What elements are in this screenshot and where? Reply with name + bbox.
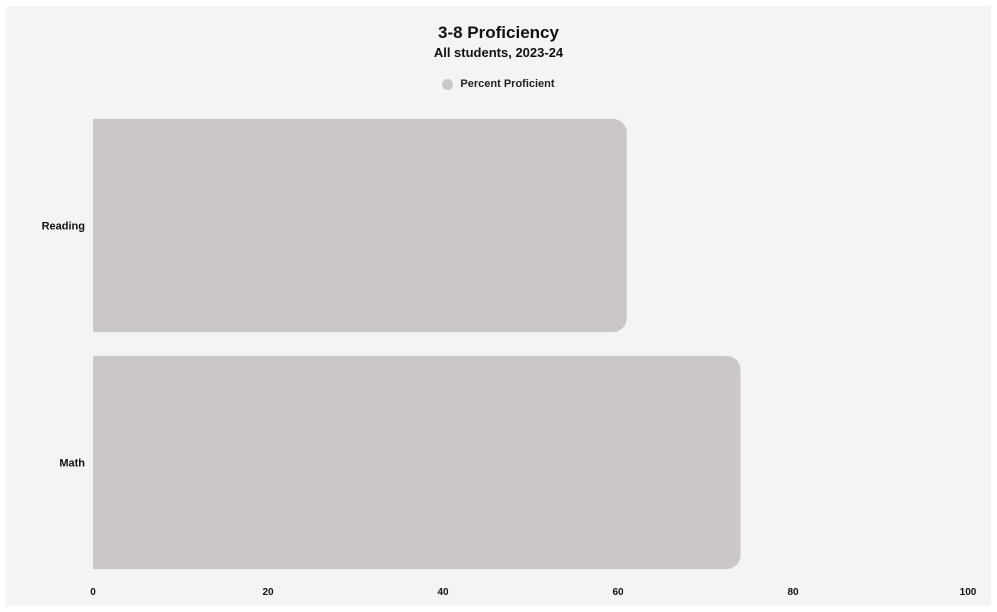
x-tick-label: 0	[90, 587, 96, 598]
legend-label: Percent Proficient	[460, 78, 555, 90]
category-label: Math	[59, 458, 85, 470]
legend[interactable]: Percent Proficient	[6, 78, 991, 90]
bar-math[interactable]	[93, 355, 741, 570]
legend-swatch-circle	[442, 78, 454, 90]
x-tick-label: 60	[612, 587, 624, 598]
bar-reading[interactable]	[93, 118, 627, 333]
x-tick-label: 100	[960, 587, 977, 598]
chart-panel: 3-8 Proficiency All students, 2023-24 Pe…	[6, 6, 991, 606]
x-tick-label: 40	[437, 587, 449, 598]
bar-chart-plot: Reading Math 0 20 40 60 80 100	[42, 118, 977, 598]
chart-title: 3-8 Proficiency	[438, 23, 559, 42]
x-tick-label: 20	[262, 587, 274, 598]
chart-subtitle: All students, 2023-24	[433, 45, 564, 60]
category-label: Reading	[42, 221, 85, 233]
x-tick-label: 80	[787, 587, 799, 598]
